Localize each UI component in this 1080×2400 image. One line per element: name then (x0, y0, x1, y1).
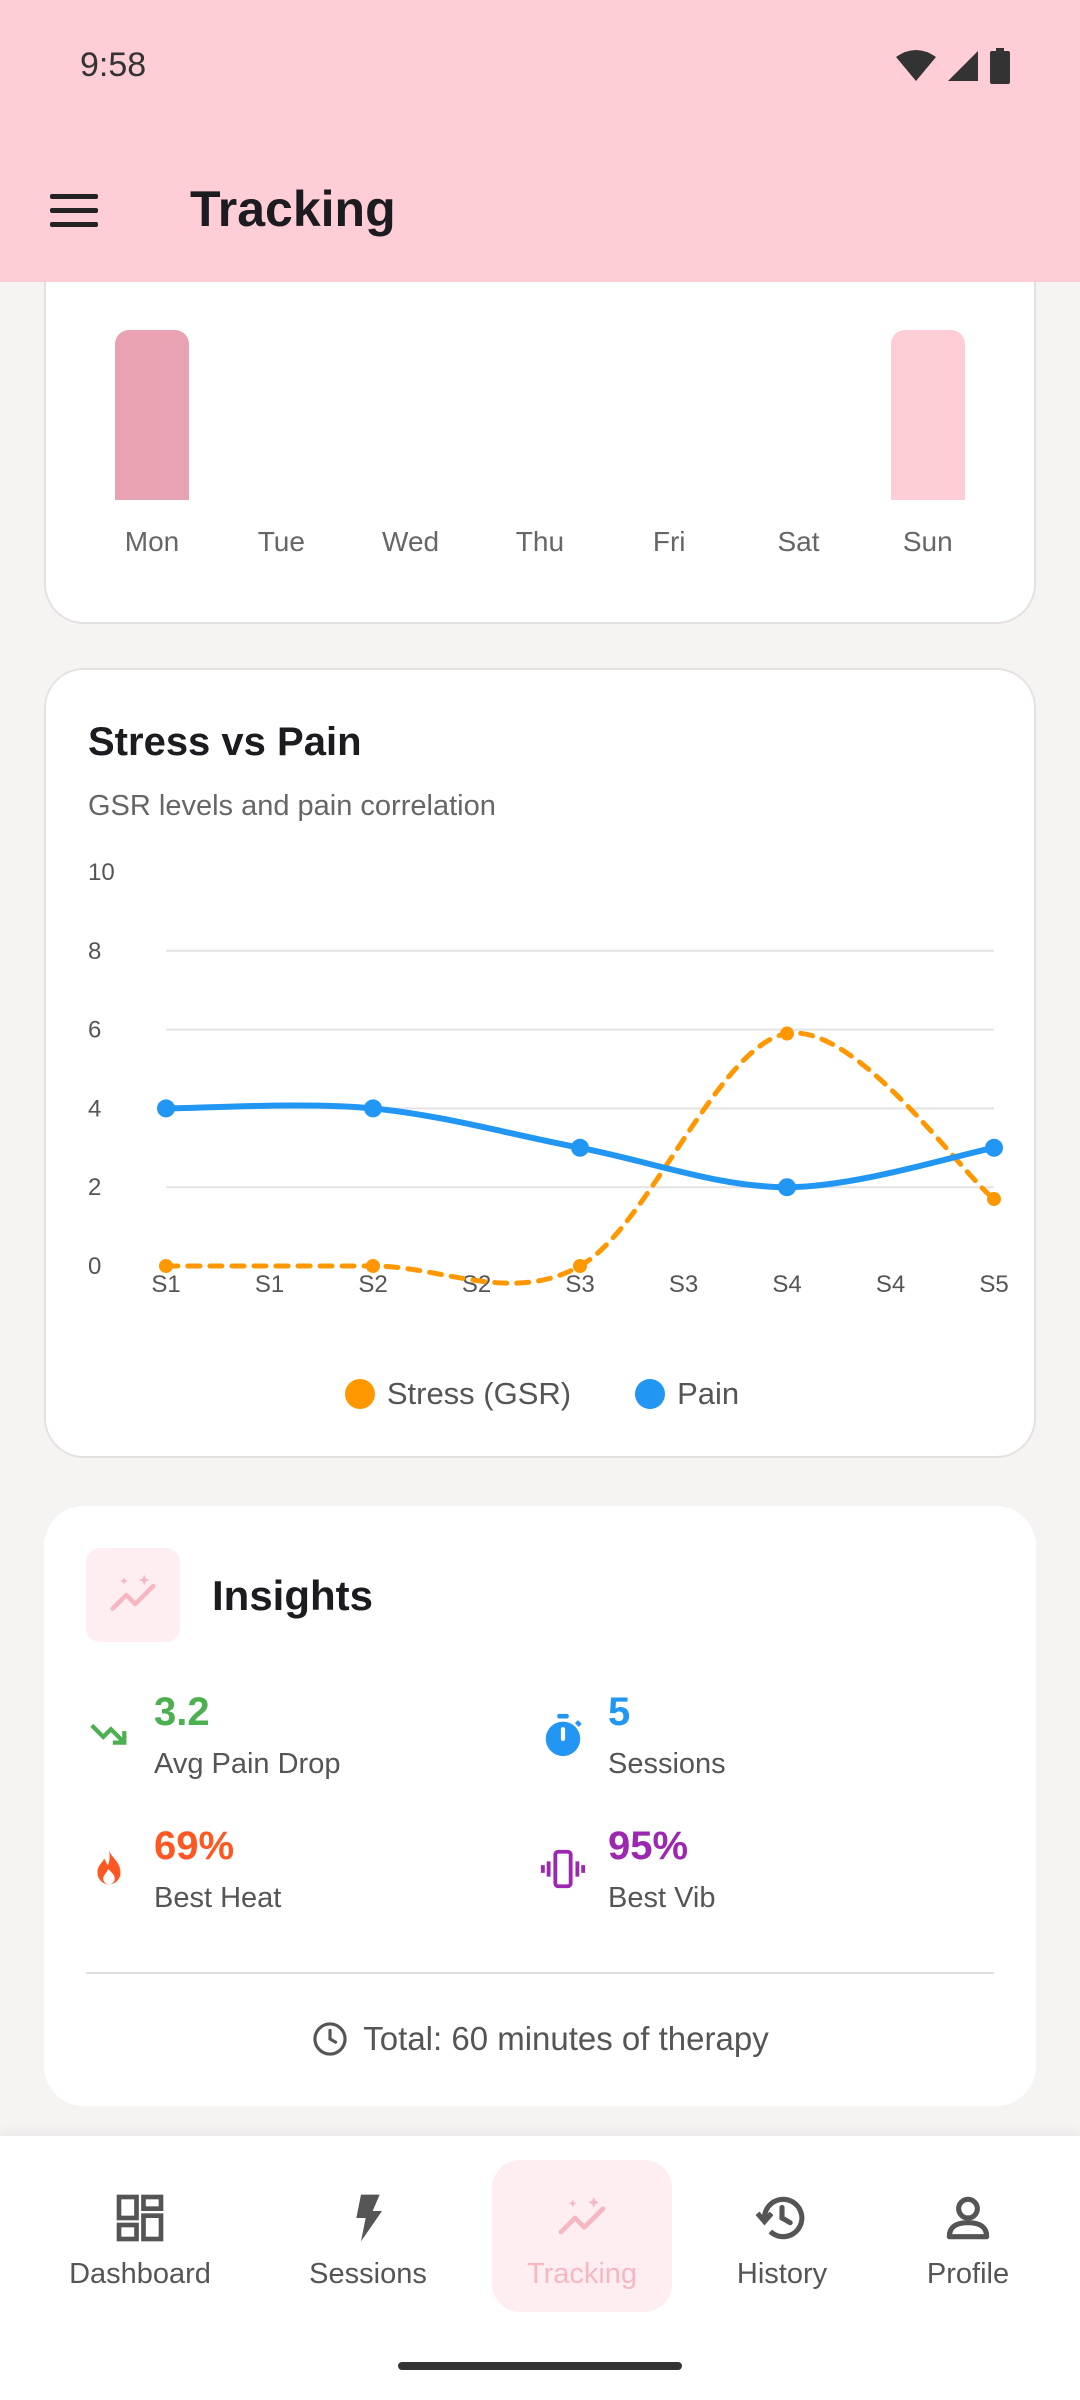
pain-point (778, 1178, 796, 1197)
clock-icon (313, 2022, 347, 2056)
y-tick-label: 6 (88, 1017, 101, 1044)
stress-gsr-point (987, 1192, 1001, 1207)
profile-icon (946, 2196, 990, 2240)
insights-title: Insights (212, 1572, 374, 1619)
stat-best-vib: 95% Best Vib (540, 1824, 970, 1924)
y-tick-label: 4 (88, 1095, 101, 1122)
day-bar-mon (115, 330, 189, 500)
chart-legend: Stress (GSR) Pain (46, 1376, 1038, 1412)
status-icons (896, 48, 1010, 84)
day-label: Wed (382, 526, 440, 557)
nav-profile[interactable]: Profile (878, 2160, 1058, 2312)
x-tick-label: S1 (255, 1271, 284, 1298)
nav-label: Tracking (526, 2258, 638, 2290)
pain-point (157, 1099, 175, 1118)
day-label: Tue (257, 526, 305, 557)
day-label: Mon (124, 526, 180, 557)
stat-value: 5 (608, 1690, 631, 1734)
total-therapy: Total: 60 minutes of therapy (44, 2020, 1036, 2058)
nav-history[interactable]: History (692, 2160, 872, 2312)
x-tick-label: S3 (669, 1271, 698, 1298)
stat-label: Sessions (608, 1748, 726, 1780)
stat-label: Best Vib (608, 1882, 716, 1914)
home-indicator[interactable] (398, 2362, 682, 2370)
legend-swatch (635, 1379, 666, 1409)
y-tick-label: 10 (88, 859, 115, 886)
page-title: Tracking (190, 181, 396, 237)
x-tick-label: S2 (358, 1271, 387, 1298)
menu-button[interactable] (40, 180, 112, 240)
day-label: Thu (515, 526, 565, 557)
chart-subtitle: GSR levels and pain correlation (88, 790, 496, 822)
stat-label: Avg Pain Drop (154, 1748, 341, 1780)
timer-icon (545, 1713, 582, 1757)
nav-sessions[interactable]: Sessions (278, 2160, 458, 2312)
y-tick-label: 8 (88, 938, 101, 965)
day-label: Sat (777, 526, 820, 557)
trending-down-icon (90, 1723, 127, 1745)
stat-value: 95% (608, 1824, 689, 1868)
day-label: Sun (902, 526, 953, 557)
chart-title: Stress vs Pain (88, 720, 362, 764)
y-tick-label: 0 (88, 1253, 101, 1280)
battery-icon (990, 48, 1010, 84)
nav-dashboard[interactable]: Dashboard (50, 2160, 230, 2312)
trending-chart-icon (110, 1574, 156, 1611)
dashboard-icon (116, 2194, 164, 2242)
nav-tracking[interactable]: Tracking (492, 2160, 672, 2312)
pain-point (985, 1138, 1003, 1157)
day-bar-sun (890, 330, 965, 500)
app-bar: 9:58 Tracking (0, 0, 1080, 282)
x-tick-label: S1 (151, 1271, 180, 1298)
x-tick-label: S4 (772, 1271, 801, 1298)
signal-icon (948, 51, 978, 81)
legend-label: Stress (GSR) (386, 1376, 572, 1411)
stress-gsr-point (573, 1259, 587, 1273)
stress-gsr-point (159, 1259, 173, 1273)
stress-gsr-point (366, 1259, 380, 1273)
bolt-icon (356, 2194, 382, 2242)
day-label: Fri (652, 526, 686, 557)
stress-vs-pain-card: Stress vs Pain GSR levels and pain corre… (44, 668, 1036, 1458)
flame-icon (97, 1849, 121, 1885)
divider (86, 1972, 994, 1974)
stat-value: 3.2 (154, 1690, 210, 1734)
x-tick-label: S3 (565, 1271, 594, 1298)
stat-best-heat: 69% Best Heat (86, 1824, 516, 1924)
stat-sessions: 5 Sessions (540, 1690, 970, 1790)
wifi-icon (896, 50, 936, 81)
history-icon (755, 2196, 805, 2240)
weekly-activity-card: Mon Tue Wed Thu Fri Sat Sun (44, 220, 1036, 624)
stat-avg-pain-drop: 3.2 Avg Pain Drop (86, 1690, 516, 1790)
stat-label: Best Heat (154, 1882, 282, 1914)
pain-point (364, 1099, 382, 1118)
x-tick-label: S4 (876, 1271, 905, 1298)
stress-pain-line-chart: 0 2 4 6 8 10 S1 S1 S2 S2 S3 S3 S4 S4 S5 (88, 859, 1009, 1298)
bottom-navigation: Dashboard Sessions Tracking History Prof… (0, 2136, 1080, 2400)
vibration-icon (540, 1849, 586, 1889)
y-tick-label: 2 (88, 1174, 101, 1201)
legend-item: Stress (GSR) (344, 1376, 572, 1412)
insights-card: Insights 3.2 Avg Pain Drop 5 Sessions 69… (44, 1506, 1036, 2106)
stat-value: 69% (154, 1824, 235, 1868)
nav-label: Sessions (309, 2258, 427, 2290)
legend-swatch (344, 1379, 375, 1409)
insights-icon-box (86, 1548, 180, 1642)
x-tick-label: S5 (979, 1271, 1008, 1298)
legend-item: Pain (635, 1376, 739, 1412)
nav-label: Profile (926, 2258, 1010, 2290)
nav-label: History (736, 2258, 828, 2290)
stress-gsr-point (780, 1026, 794, 1041)
legend-label: Pain (677, 1376, 740, 1411)
tracking-icon (558, 2197, 606, 2235)
nav-label: Dashboard (69, 2258, 211, 2290)
pain-point (571, 1138, 589, 1157)
stress-gsr-series-line (163, 1030, 997, 1286)
x-tick-label: S2 (462, 1271, 491, 1298)
status-time: 9:58 (80, 46, 147, 84)
total-therapy-text: Total: 60 minutes of therapy (363, 2020, 769, 2057)
